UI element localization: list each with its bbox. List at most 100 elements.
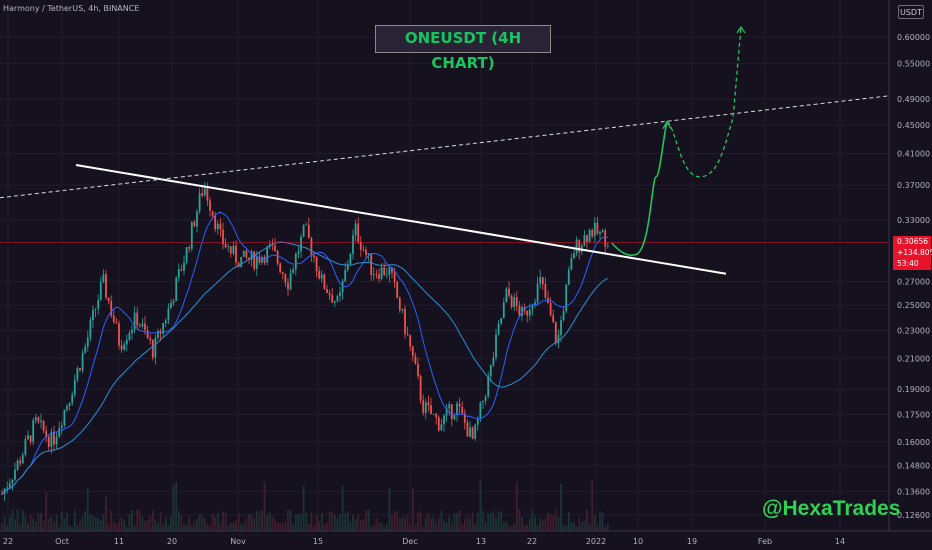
candle-body [461, 406, 464, 414]
candle-body [502, 302, 505, 319]
y-tick-label: 0.37000 [897, 181, 930, 190]
volume-bar [235, 519, 237, 531]
volume-bar [372, 525, 375, 531]
volume-bar [489, 513, 492, 531]
x-tick-label: Oct [55, 537, 69, 546]
volume-bar [320, 513, 323, 531]
volume-bar [593, 514, 596, 531]
candle-body [66, 405, 68, 410]
volume-bar [463, 518, 466, 531]
candle-body [513, 297, 516, 307]
volume-bar [248, 514, 250, 531]
candle-body [214, 215, 217, 230]
candle-body [339, 292, 341, 296]
candle-body [471, 427, 474, 439]
candle-body [229, 246, 232, 254]
candle-body [253, 251, 256, 269]
candle-body [401, 308, 404, 311]
candle-body [73, 379, 76, 395]
volume-bar [526, 524, 529, 531]
volume-bar [476, 512, 479, 531]
volume-bar [144, 520, 146, 531]
x-tick-label: 19 [687, 537, 697, 546]
volume-bar [349, 521, 352, 531]
candle-body [331, 295, 334, 303]
volume-bar [125, 526, 128, 531]
volume-bar [284, 521, 287, 531]
volume-bar [432, 516, 435, 531]
candle-body [445, 408, 448, 416]
candle-body [575, 239, 578, 254]
volume-bar [331, 512, 334, 531]
candle-body [432, 414, 435, 415]
volume-bar [151, 510, 154, 531]
candle-body [349, 253, 352, 265]
candle-body [531, 305, 534, 310]
candle-body [29, 435, 32, 442]
volume-bar [107, 523, 110, 531]
candle-body [6, 487, 9, 489]
candle-body [406, 333, 409, 335]
volume-bar [276, 522, 279, 531]
volume-bar [268, 512, 271, 531]
candle-body [11, 479, 14, 484]
volume-bar [14, 519, 16, 531]
currency-unit-button[interactable]: USDT [898, 5, 924, 19]
volume-bar [289, 510, 292, 531]
rising-dashed-line [0, 95, 889, 199]
volume-bar [344, 513, 347, 531]
candle-body [427, 402, 430, 406]
candle-body [466, 422, 469, 437]
candle-body [42, 420, 45, 431]
candle-body [107, 297, 110, 301]
volume-bar [531, 510, 534, 531]
volume-bar [112, 520, 115, 531]
candle-body [495, 334, 497, 358]
candle-body [341, 280, 344, 293]
x-axis: 22 Oct 11 20 Nov 15 Dec 13 22 2022 10 19 Feb 14 [0, 530, 932, 546]
volume-bar [604, 526, 607, 531]
candle-body [443, 415, 445, 425]
volume-bar [596, 525, 599, 531]
volume-bar [357, 514, 360, 531]
candle-body [383, 267, 386, 275]
volume-bar [484, 522, 487, 531]
candle-body [131, 329, 133, 333]
volume-bar [328, 511, 331, 531]
candle-body [393, 272, 396, 283]
candle-body [414, 355, 417, 365]
y-tick-label: 0.45000 [897, 121, 930, 130]
volume-bar [206, 523, 209, 531]
volume-bar [154, 519, 157, 531]
moving-average-fast [1, 211, 608, 495]
candle-body [50, 431, 53, 447]
volume-bar [242, 522, 245, 531]
volume-bar [419, 511, 422, 531]
candle-body [133, 312, 136, 330]
y-tick-label: 0.14800 [897, 462, 930, 471]
volume-bar [461, 524, 464, 531]
volume-bar [406, 515, 409, 531]
volume-bar [79, 521, 81, 531]
candle-body [419, 376, 422, 401]
candle-body [32, 420, 35, 442]
candle-body [346, 264, 349, 270]
volume-bar [385, 523, 388, 531]
volume-bar [567, 512, 570, 531]
candle-body [99, 282, 102, 301]
candle-body [409, 334, 412, 347]
candle-body [570, 258, 573, 270]
volume-bar [575, 526, 578, 531]
candle-body [476, 418, 479, 425]
volume-bar [336, 517, 339, 531]
candle-body [606, 245, 609, 247]
volume-bar [89, 514, 92, 531]
volume-bar [110, 510, 113, 531]
volume-bar [326, 522, 328, 531]
x-tick-label: 22 [527, 537, 537, 546]
candle-body [557, 335, 560, 344]
volume-bar [271, 516, 274, 531]
volume-bar [159, 512, 162, 531]
